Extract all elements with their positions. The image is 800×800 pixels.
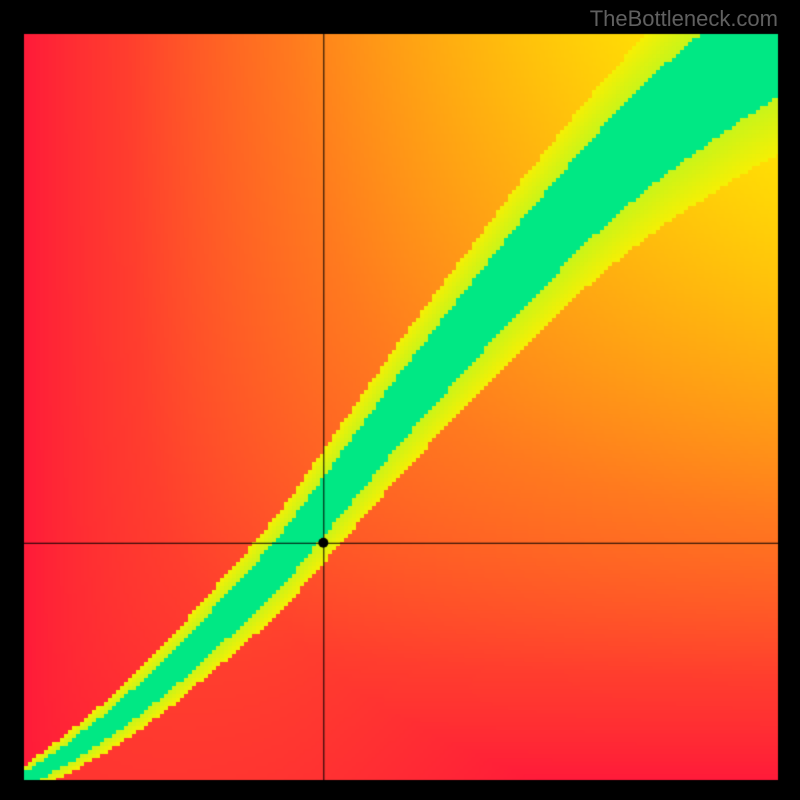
watermark-text: TheBottleneck.com <box>590 6 778 32</box>
bottleneck-heatmap <box>0 0 800 800</box>
chart-container: TheBottleneck.com <box>0 0 800 800</box>
